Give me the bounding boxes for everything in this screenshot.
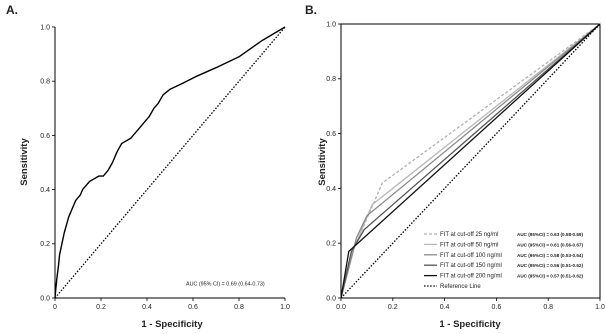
panel-a-x-tick-label: 0.6 bbox=[188, 304, 198, 311]
panel-a-series bbox=[54, 26, 286, 299]
panel-a-x-tick-label: 0.8 bbox=[234, 304, 244, 311]
panel-a-label: A. bbox=[6, 3, 18, 17]
panel-b-legend: FIT at cut-off 25 ng/ml AUC (95%CI) = 0.6… bbox=[424, 232, 583, 290]
panel-b-y-tick-label: 0.8 bbox=[326, 76, 336, 83]
panel-b-series-fit-at-cut-off-150-ng-ml bbox=[340, 23, 601, 299]
panel-a-ticks: 0.0 0.2 0.4 0.6 0.8 1.0 0 0.2 0.4 0.6 0.8 1.0 bbox=[40, 24, 290, 311]
panel-a-x-tick-label: 0 bbox=[53, 304, 57, 311]
legend-auc: AUC (95%CI) = 0.58 (0.53-0.64) bbox=[517, 253, 583, 258]
panel-a-x-tick-label: 1.0 bbox=[280, 304, 290, 311]
panel-a-y-tick-label: 0.6 bbox=[40, 133, 50, 140]
panel-b-ticks: 0.0 0.2 0.4 0.6 0.8 1.0 0.0 0.2 0.4 0.6 0.8 1.0 bbox=[326, 21, 605, 311]
panel-a-y-axis-title: Sensitivity bbox=[19, 138, 30, 186]
panel-b-series-reference-line bbox=[340, 23, 601, 299]
panel-a-y-tick-label: 0.2 bbox=[40, 241, 50, 248]
panel-a: A. 0.0 0.2 0.4 0.6 0.8 1.0 0 0.2 0.4 0.6 0.8 1.0 AU… bbox=[6, 3, 290, 330]
panel-a-y-tick-label: 1.0 bbox=[40, 24, 50, 31]
panel-b-x-tick-label: 0.8 bbox=[543, 304, 553, 311]
panel-b-series-fit-at-cut-off-200-ng-ml bbox=[340, 23, 601, 299]
panel-b-x-tick-label: 0.6 bbox=[492, 304, 502, 311]
legend-label: FIT at cut-off 100 ng/ml bbox=[440, 253, 502, 259]
legend-label: FIT at cut-off 50 ng/ml bbox=[440, 242, 498, 248]
panel-b-x-axis-title: 1 - Specificity bbox=[439, 319, 501, 330]
panel-a-y-tick-label: 0.4 bbox=[40, 187, 50, 194]
panel-a-y-tick-label: 0.8 bbox=[40, 79, 50, 86]
panel-b-x-tick-label: 1.0 bbox=[595, 304, 605, 311]
legend-auc: AUC (95%CI) = 0.57 (0.51-0.62) bbox=[517, 274, 583, 279]
panel-b-label: B. bbox=[305, 3, 317, 17]
legend-label: FIT at cut-off 200 ng/ml bbox=[440, 274, 502, 280]
legend-label: FIT at cut-off 150 ng/ml bbox=[440, 263, 502, 269]
panel-a-auc-annotation: AUC (95% CI) = 0.69 (0.64-0.73) bbox=[186, 282, 265, 288]
panel-a-series-reference-line bbox=[54, 26, 286, 299]
panel-b-y-axis-title: Sensitivity bbox=[317, 138, 328, 186]
panel-b-frame bbox=[340, 23, 601, 299]
panel-a-y-tick-label: 0.0 bbox=[40, 295, 50, 302]
panel-b-y-tick-label: 0.6 bbox=[326, 131, 336, 138]
panel-b-y-tick-label: 0.2 bbox=[326, 241, 336, 248]
panel-a-series-roc-curve bbox=[54, 26, 286, 299]
panel-b-x-tick-label: 0.2 bbox=[388, 304, 398, 311]
legend-auc: AUC (95%CI) = 0.56 (0.51-0.62) bbox=[517, 263, 583, 268]
panel-b-plot-border bbox=[340, 23, 601, 299]
legend-auc: AUC (95%CI) = 0.63 (0.58-0.69) bbox=[517, 232, 583, 237]
legend-auc: AUC (95%CI) = 0.61 (0.56-0.67) bbox=[517, 242, 583, 247]
legend-label: FIT at cut-off 25 ng/ml bbox=[440, 232, 498, 238]
panel-b: B. 0.00.20.40.60.81.00.0 0.2 0.4 0.6 0.8 1.0 … bbox=[305, 3, 605, 330]
panel-b-x-tick-label: 0.0 bbox=[336, 304, 346, 311]
panel-a-frame bbox=[54, 27, 285, 299]
panel-a-x-tick-label: 0.4 bbox=[142, 304, 152, 311]
panel-a-x-axis-title: 1 - Specificity bbox=[141, 319, 203, 330]
panel-a-x-tick-label: 0.2 bbox=[96, 304, 106, 311]
panel-b-x-tick-label: 0.4 bbox=[440, 304, 450, 311]
panel-b-y-tick-label: 1.0 bbox=[326, 21, 336, 28]
legend-label: Reference Line bbox=[440, 284, 481, 290]
panel-b-y-tick-label: 0.4 bbox=[326, 186, 336, 193]
panel-b-series-fit-at-cut-off-100-ng-ml bbox=[340, 23, 601, 299]
panel-b-y-tick-label: 0.0 bbox=[326, 295, 336, 302]
panel-b-series bbox=[340, 23, 601, 299]
